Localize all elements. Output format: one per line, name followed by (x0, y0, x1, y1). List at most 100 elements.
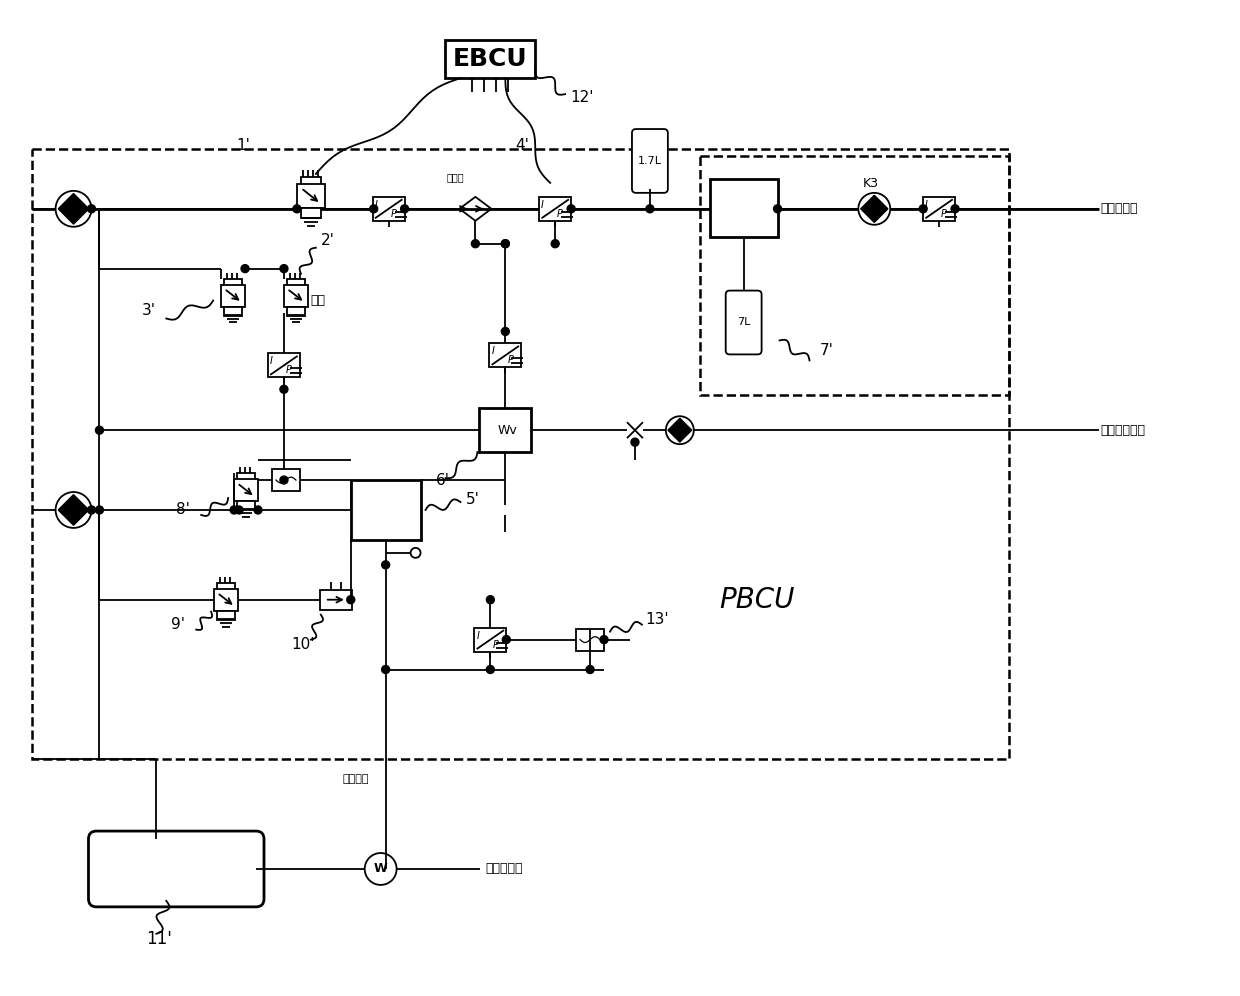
Circle shape (774, 205, 781, 213)
Circle shape (293, 205, 301, 213)
Circle shape (471, 240, 480, 248)
Text: 来自列车管: 来自列车管 (1101, 202, 1138, 215)
Text: I: I (925, 200, 928, 210)
Text: I: I (491, 347, 495, 357)
Text: P: P (507, 356, 513, 366)
Text: 4': 4' (516, 138, 529, 153)
Bar (224, 307, 242, 316)
Circle shape (486, 596, 495, 604)
Circle shape (858, 193, 890, 225)
Bar (445, 40, 536, 78)
Text: 双向阀: 双向阀 (446, 172, 464, 182)
Text: P: P (391, 209, 397, 219)
Circle shape (88, 506, 95, 514)
Circle shape (501, 240, 510, 248)
Bar (490, 344, 521, 368)
Circle shape (280, 265, 288, 273)
Polygon shape (58, 193, 73, 224)
Bar (320, 590, 352, 610)
Text: 2': 2' (321, 233, 335, 248)
Text: I: I (270, 357, 273, 367)
Bar (221, 285, 246, 307)
Text: 1.7L: 1.7L (637, 156, 662, 166)
Circle shape (365, 853, 397, 884)
FancyBboxPatch shape (632, 129, 668, 193)
Bar (539, 197, 572, 221)
Bar (475, 627, 506, 651)
Polygon shape (668, 418, 680, 442)
FancyBboxPatch shape (725, 291, 761, 355)
Circle shape (95, 506, 103, 514)
Circle shape (502, 635, 511, 643)
Circle shape (88, 205, 95, 213)
Bar (699, 156, 1009, 395)
Circle shape (631, 438, 639, 446)
Text: K3: K3 (862, 177, 878, 190)
Bar (224, 279, 242, 288)
Text: 13': 13' (645, 613, 668, 627)
Bar (286, 307, 305, 316)
Text: 7': 7' (820, 343, 833, 358)
Circle shape (401, 205, 409, 213)
Bar (480, 408, 531, 452)
Text: P: P (492, 639, 498, 649)
Text: 7L: 7L (737, 318, 750, 328)
Circle shape (56, 191, 92, 227)
Bar (217, 583, 236, 592)
Circle shape (95, 426, 103, 434)
Bar (217, 611, 236, 620)
Polygon shape (680, 418, 692, 442)
Text: 来自总风管: 来自总风管 (485, 863, 523, 875)
Circle shape (382, 665, 389, 673)
Text: 9': 9' (171, 618, 185, 632)
Text: Wv: Wv (497, 423, 517, 436)
Bar (237, 501, 255, 510)
Circle shape (56, 492, 92, 528)
Bar (268, 354, 300, 377)
Circle shape (567, 205, 575, 213)
Text: P: P (286, 366, 291, 375)
FancyBboxPatch shape (88, 831, 264, 906)
Polygon shape (58, 495, 73, 525)
Circle shape (280, 385, 288, 393)
Text: 去制动缸: 去制动缸 (342, 774, 370, 784)
Text: 10': 10' (291, 637, 315, 652)
Bar (923, 197, 955, 221)
Text: 5': 5' (465, 492, 480, 508)
Text: 11': 11' (146, 930, 172, 948)
Text: 来自空气弹簧: 来自空气弹簧 (1101, 423, 1146, 436)
Polygon shape (73, 193, 89, 224)
Text: P: P (941, 209, 947, 219)
Circle shape (280, 476, 288, 484)
Text: 12': 12' (570, 90, 594, 105)
Circle shape (231, 506, 238, 514)
Bar (32, 149, 1009, 759)
Circle shape (236, 506, 243, 514)
Circle shape (919, 205, 928, 213)
Text: I: I (476, 630, 480, 640)
Circle shape (501, 328, 510, 336)
Circle shape (347, 596, 355, 604)
Bar (234, 479, 258, 501)
Bar (709, 179, 777, 237)
Polygon shape (73, 495, 89, 525)
Circle shape (587, 665, 594, 673)
Circle shape (486, 665, 495, 673)
Text: 8': 8' (176, 502, 190, 518)
Circle shape (382, 561, 389, 569)
Bar (237, 473, 255, 482)
Text: W: W (373, 863, 388, 875)
Bar (373, 197, 404, 221)
Circle shape (254, 506, 262, 514)
Polygon shape (861, 195, 874, 222)
Circle shape (410, 548, 420, 558)
Bar (286, 279, 305, 288)
Circle shape (951, 205, 959, 213)
Text: 吹气: 吹气 (311, 294, 326, 307)
Bar (284, 285, 308, 307)
Circle shape (666, 416, 694, 444)
Text: EBCU: EBCU (453, 47, 528, 72)
Text: 3': 3' (141, 303, 155, 318)
Text: PBCU: PBCU (719, 586, 795, 614)
Text: I: I (541, 200, 544, 210)
